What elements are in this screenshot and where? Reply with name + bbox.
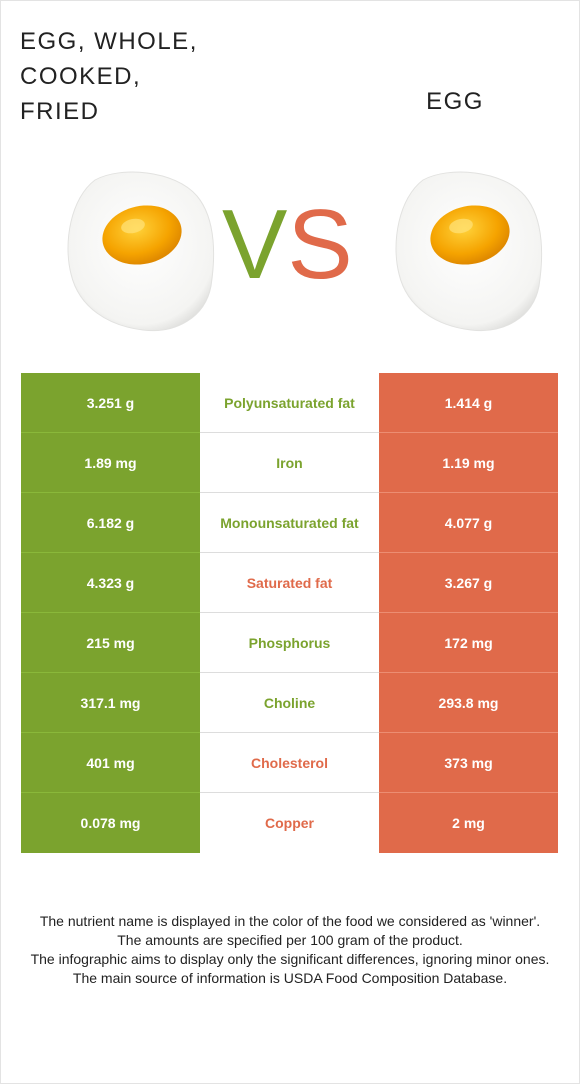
table-row: 4.323 g Saturated fat 3.267 g [21,553,558,613]
right-food-title: EGG [426,88,484,115]
table-row: 215 mg Phosphorus 172 mg [21,613,558,673]
vs-s: S [287,189,353,299]
table-row: 317.1 mg Choline 293.8 mg [21,673,558,733]
nutrient-name: Polyunsaturated fat [200,373,379,433]
footer-line: The nutrient name is displayed in the co… [39,913,541,929]
vs-v: V [222,189,288,299]
right-value: 373 mg [379,733,558,793]
left-value: 0.078 mg [21,793,200,853]
nutrient-name: Phosphorus [200,613,379,673]
right-value: 1.19 mg [379,433,558,493]
left-value: 6.182 g [21,493,200,553]
footer-notes: The nutrient name is displayed in the co… [20,912,560,988]
vs-label: VS [222,195,353,293]
left-value: 401 mg [21,733,200,793]
comparison-table: 3.251 g Polyunsaturated fat 1.414 g 1.89… [21,373,558,853]
right-value: 1.414 g [379,373,558,433]
table-row: 3.251 g Polyunsaturated fat 1.414 g [21,373,558,433]
table-row: 0.078 mg Copper 2 mg [21,793,558,853]
left-value: 1.89 mg [21,433,200,493]
left-food-title: EGG, WHOLE, COOKED, FRIED [20,28,198,125]
right-value: 3.267 g [379,553,558,613]
table-row: 1.89 mg Iron 1.19 mg [21,433,558,493]
left-value: 3.251 g [21,373,200,433]
nutrient-name: Monounsaturated fat [200,493,379,553]
nutrient-name: Iron [200,433,379,493]
right-value: 293.8 mg [379,673,558,733]
left-value: 215 mg [21,613,200,673]
table-row: 401 mg Cholesterol 373 mg [21,733,558,793]
right-value: 172 mg [379,613,558,673]
footer-line: The infographic aims to display only the… [30,951,550,967]
nutrient-name: Choline [200,673,379,733]
footer-line: The amounts are specified per 100 gram o… [117,932,463,948]
right-value: 4.077 g [379,493,558,553]
nutrient-name: Cholesterol [200,733,379,793]
fried-egg-icon [67,171,215,332]
footer-line: The main source of information is USDA F… [72,970,508,986]
left-value: 4.323 g [21,553,200,613]
nutrient-name: Saturated fat [200,553,379,613]
left-value: 317.1 mg [21,673,200,733]
table-row: 6.182 g Monounsaturated fat 4.077 g [21,493,558,553]
right-value: 2 mg [379,793,558,853]
nutrient-name: Copper [200,793,379,853]
fried-egg-icon [395,171,543,332]
